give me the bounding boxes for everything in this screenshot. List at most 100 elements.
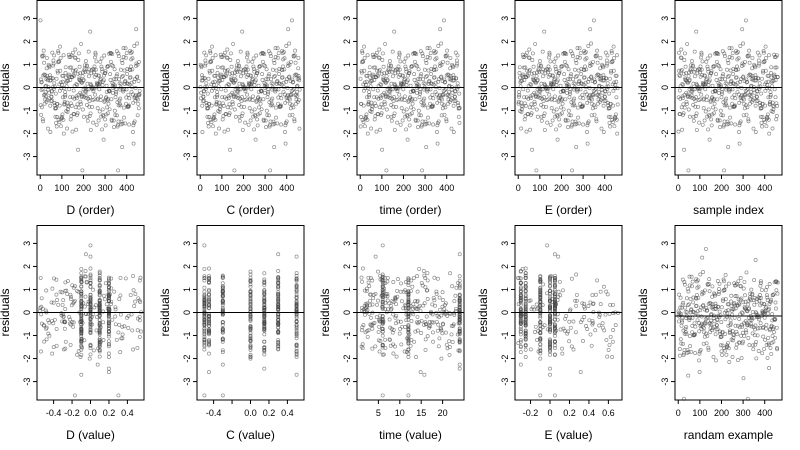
y-tick-label: 0: [342, 310, 352, 315]
y-tick-label: 1: [182, 62, 192, 67]
data-point: [72, 393, 77, 398]
y-axis-label: residuals: [318, 63, 332, 111]
data-point: [276, 275, 281, 280]
data-point: [97, 309, 102, 314]
data-point: [602, 95, 607, 99]
data-point: [294, 301, 299, 306]
data-point: [594, 73, 599, 78]
data-point: [443, 303, 447, 307]
data-point: [106, 63, 111, 68]
data-point: [294, 84, 299, 89]
data-point: [522, 101, 527, 106]
data-point: [457, 300, 462, 305]
data-point: [265, 113, 270, 118]
data-point: [262, 297, 267, 302]
data-point: [83, 59, 88, 64]
data-point: [130, 67, 135, 72]
data-point: [417, 319, 422, 324]
data-point: [565, 64, 570, 69]
data-point: [710, 328, 714, 333]
data-point: [573, 81, 578, 86]
data-point: [722, 168, 727, 173]
data-point: [747, 60, 752, 65]
data-point: [68, 342, 73, 347]
data-point: [739, 356, 744, 361]
y-tick-label: -2: [22, 130, 32, 138]
data-point: [408, 83, 413, 88]
data-point: [71, 324, 76, 329]
data-point: [93, 50, 98, 55]
data-point: [706, 83, 711, 88]
data-point: [118, 312, 123, 317]
data-point: [710, 284, 715, 289]
data-point: [518, 362, 523, 367]
data-point: [276, 338, 281, 343]
data-point: [734, 51, 739, 55]
data-point: [611, 68, 616, 73]
data-point: [49, 300, 54, 305]
data-point: [679, 55, 684, 60]
data-point: [677, 347, 682, 351]
data-point: [730, 338, 735, 343]
data-point: [368, 298, 373, 303]
data-point: [51, 63, 56, 68]
data-point: [106, 280, 111, 285]
data-point: [597, 323, 602, 328]
data-point: [202, 294, 207, 299]
data-point: [764, 326, 768, 331]
data-point: [294, 349, 299, 354]
data-point: [120, 336, 125, 341]
data-point: [715, 327, 720, 332]
data-point: [432, 51, 437, 55]
data-point: [42, 101, 47, 106]
data-point: [428, 51, 433, 56]
data-point: [124, 51, 129, 56]
data-point: [752, 278, 757, 283]
data-point: [528, 82, 533, 87]
data-point: [530, 147, 535, 152]
data-point: [767, 282, 772, 286]
data-point: [716, 52, 721, 57]
data-point: [689, 349, 694, 354]
data-point: [220, 78, 225, 82]
data-point: [374, 50, 379, 55]
data-point: [40, 105, 44, 110]
data-point: [431, 67, 436, 72]
data-point: [571, 77, 576, 82]
data-point: [702, 118, 707, 123]
data-point: [432, 275, 437, 280]
data-point: [551, 73, 555, 78]
data-point: [125, 315, 129, 320]
data-point: [214, 86, 218, 91]
data-point: [245, 52, 250, 57]
data-point: [729, 299, 733, 304]
data-point: [264, 108, 269, 113]
data-point: [107, 88, 112, 93]
data-point: [598, 99, 602, 104]
data-point: [365, 131, 370, 136]
data-point: [228, 51, 233, 56]
data-point: [538, 349, 543, 354]
data-point: [691, 114, 696, 119]
data-point: [698, 64, 703, 69]
data-point: [75, 288, 80, 293]
data-point: [101, 338, 106, 343]
data-point: [406, 289, 411, 294]
data-point: [721, 279, 726, 284]
data-point: [451, 65, 455, 70]
data-point: [693, 104, 698, 109]
data-point: [597, 314, 602, 319]
data-point: [753, 323, 758, 328]
data-point: [728, 318, 733, 323]
data-point: [750, 55, 755, 60]
x-axis-label: sample index: [693, 203, 764, 217]
data-point: [409, 319, 414, 323]
data-point: [396, 64, 401, 69]
data-point: [416, 77, 421, 82]
data-point: [431, 122, 436, 127]
x-tick-label: 0: [38, 183, 43, 193]
data-point: [718, 108, 723, 113]
data-point: [694, 95, 698, 100]
data-point: [613, 112, 618, 117]
data-point: [86, 74, 91, 79]
